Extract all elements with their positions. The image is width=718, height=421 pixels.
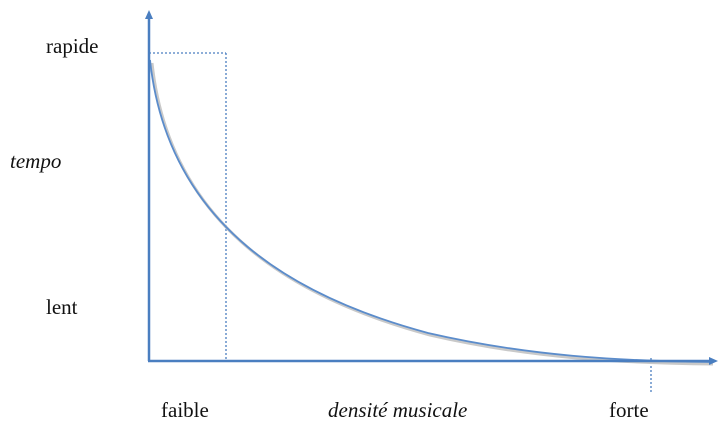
tempo-density-curve xyxy=(149,59,713,363)
curve-shadow xyxy=(150,62,714,366)
guide-lines xyxy=(149,52,652,392)
y-tick-rapide: rapide xyxy=(46,34,98,58)
x-tick-faible: faible xyxy=(161,398,209,421)
y-tick-lent: lent xyxy=(46,295,78,319)
y-axis-title: tempo xyxy=(10,149,61,173)
x-tick-forte: forte xyxy=(609,398,649,421)
x-axis-title: densité musicale xyxy=(328,398,467,421)
